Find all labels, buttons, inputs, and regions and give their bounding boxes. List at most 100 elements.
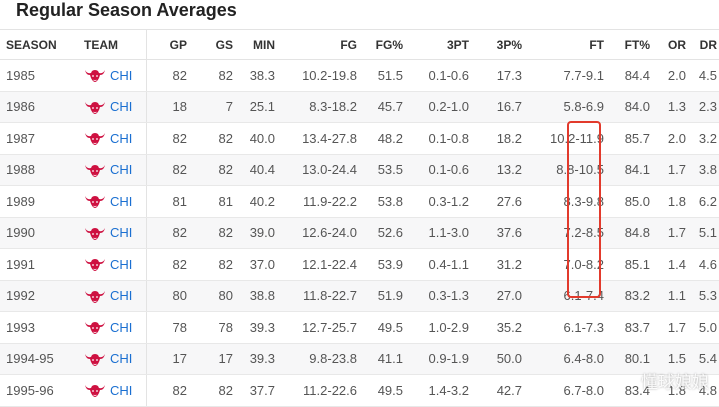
cell-dr: 4.5: [692, 59, 719, 92]
team-abbr[interactable]: CHI: [110, 319, 133, 335]
team-link[interactable]: CHI: [84, 99, 140, 115]
cell-ftp: 85.1: [610, 248, 656, 281]
cell-season: 1994-95: [0, 343, 78, 375]
cell-team: CHI: [78, 154, 147, 186]
cell-tpp: 35.2: [475, 311, 528, 344]
cell-fgp: 49.5: [363, 311, 409, 344]
team-abbr[interactable]: CHI: [110, 130, 133, 146]
team-abbr[interactable]: CHI: [110, 162, 133, 178]
bulls-logo-icon: [84, 256, 106, 272]
team-abbr[interactable]: CHI: [110, 351, 133, 367]
col-header-3pt[interactable]: 3PT: [409, 29, 475, 60]
cell-season: 1992: [0, 280, 78, 312]
cell-gp: 82: [146, 248, 193, 281]
col-header-season[interactable]: SEASON: [0, 29, 78, 60]
cell-min: 40.2: [239, 185, 281, 218]
cell-gp: 78: [146, 311, 193, 344]
team-link[interactable]: CHI: [84, 193, 140, 209]
team-link[interactable]: CHI: [84, 382, 140, 398]
col-header-ft[interactable]: FT: [528, 29, 610, 60]
cell-gp: 81: [146, 185, 193, 218]
cell-team: CHI: [78, 59, 147, 92]
stats-table: SEASON TEAM GP GS MIN FG FG% 3PT 3P% FT …: [0, 29, 719, 407]
cell-gp: 82: [146, 217, 193, 249]
cell-ftp: 80.1: [610, 343, 656, 375]
team-link[interactable]: CHI: [84, 130, 140, 146]
cell-tpt: 1.4-3.2: [409, 374, 475, 407]
team-link[interactable]: CHI: [84, 256, 140, 272]
cell-ftp: 84.4: [610, 59, 656, 92]
cell-ftp: 83.2: [610, 280, 656, 312]
team-link[interactable]: CHI: [84, 319, 140, 335]
cell-gp: 82: [146, 59, 193, 92]
cell-ft: 8.3-9.8: [528, 185, 610, 218]
bulls-logo-icon: [84, 67, 106, 83]
cell-ft: 6.4-8.0: [528, 343, 610, 375]
table-row: 1995-96 CHI 82 82 37.7 11.2-22.6 49.5 1.4-3.2 42…: [0, 374, 719, 407]
team-link[interactable]: CHI: [84, 225, 140, 241]
cell-fgp: 53.9: [363, 248, 409, 281]
cell-gp: 80: [146, 280, 193, 312]
cell-ft: 10.2-11.9: [528, 122, 610, 155]
cell-ft: 6.1-7.4: [528, 280, 610, 312]
col-header-fg-pct[interactable]: FG%: [363, 29, 409, 60]
team-abbr[interactable]: CHI: [110, 193, 133, 209]
cell-team: CHI: [78, 311, 147, 344]
cell-tpp: 27.6: [475, 185, 528, 218]
cell-tpt: 1.1-3.0: [409, 217, 475, 249]
table-row: 1988 CHI 82 82 40.4 13.0-24.4 53.5 0.1-0.6 13.2 8…: [0, 154, 719, 186]
col-header-or[interactable]: OR: [656, 29, 692, 60]
col-header-min[interactable]: MIN: [239, 29, 281, 60]
cell-ft: 6.1-7.3: [528, 311, 610, 344]
cell-or: 2.0: [656, 59, 692, 92]
team-abbr[interactable]: CHI: [110, 99, 133, 115]
cell-tpp: 37.6: [475, 217, 528, 249]
cell-season: 1993: [0, 311, 78, 344]
cell-min: 38.3: [239, 59, 281, 92]
cell-or: 1.7: [656, 154, 692, 186]
col-header-gs[interactable]: GS: [193, 29, 239, 60]
col-header-gp[interactable]: GP: [146, 29, 193, 60]
cell-min: 40.0: [239, 122, 281, 155]
cell-team: CHI: [78, 280, 147, 312]
cell-tpp: 27.0: [475, 280, 528, 312]
team-link[interactable]: CHI: [84, 162, 140, 178]
cell-dr: 3.8: [692, 154, 719, 186]
bulls-logo-icon: [84, 288, 106, 304]
cell-tpt: 0.3-1.3: [409, 280, 475, 312]
cell-gs: 82: [193, 374, 239, 407]
cell-fg: 11.8-22.7: [281, 280, 363, 312]
cell-min: 39.3: [239, 311, 281, 344]
table-row: 1990 CHI 82 82 39.0 12.6-24.0 52.6 1.1-3.0 37.6 7…: [0, 217, 719, 249]
cell-ft: 7.7-9.1: [528, 59, 610, 92]
cell-or: 1.5: [656, 343, 692, 375]
col-header-3p-pct[interactable]: 3P%: [475, 29, 528, 60]
col-header-dr[interactable]: DR: [692, 29, 719, 60]
section-title: Regular Season Averages: [16, 0, 237, 20]
cell-ft: 6.7-8.0: [528, 374, 610, 407]
cell-tpt: 0.1-0.6: [409, 154, 475, 186]
cell-or: 1.7: [656, 311, 692, 344]
bulls-logo-icon: [84, 351, 106, 367]
table-row: 1994-95 CHI 17 17 39.3 9.8-23.8 41.1 0.9-1.9 50.…: [0, 343, 719, 375]
team-abbr[interactable]: CHI: [110, 288, 133, 304]
cell-fgp: 51.9: [363, 280, 409, 312]
team-abbr[interactable]: CHI: [110, 225, 133, 241]
cell-tpt: 0.2-1.0: [409, 91, 475, 123]
team-abbr[interactable]: CHI: [110, 67, 133, 83]
cell-fgp: 51.5: [363, 59, 409, 92]
team-link[interactable]: CHI: [84, 67, 140, 83]
table-row: 1992 CHI 80 80 38.8 11.8-22.7 51.9 0.3-1.3 27.0 6…: [0, 280, 719, 312]
cell-tpp: 18.2: [475, 122, 528, 155]
team-link[interactable]: CHI: [84, 288, 140, 304]
team-abbr[interactable]: CHI: [110, 382, 133, 398]
col-header-ft-pct[interactable]: FT%: [610, 29, 656, 60]
col-header-team[interactable]: TEAM: [78, 29, 147, 60]
team-abbr[interactable]: CHI: [110, 256, 133, 272]
team-link[interactable]: CHI: [84, 351, 140, 367]
col-header-fg[interactable]: FG: [281, 29, 363, 60]
cell-season: 1988: [0, 154, 78, 186]
cell-tpt: 0.4-1.1: [409, 248, 475, 281]
cell-team: CHI: [78, 91, 147, 123]
table-row: 1991 CHI 82 82 37.0 12.1-22.4 53.9 0.4-1.1 31.2 7…: [0, 248, 719, 281]
